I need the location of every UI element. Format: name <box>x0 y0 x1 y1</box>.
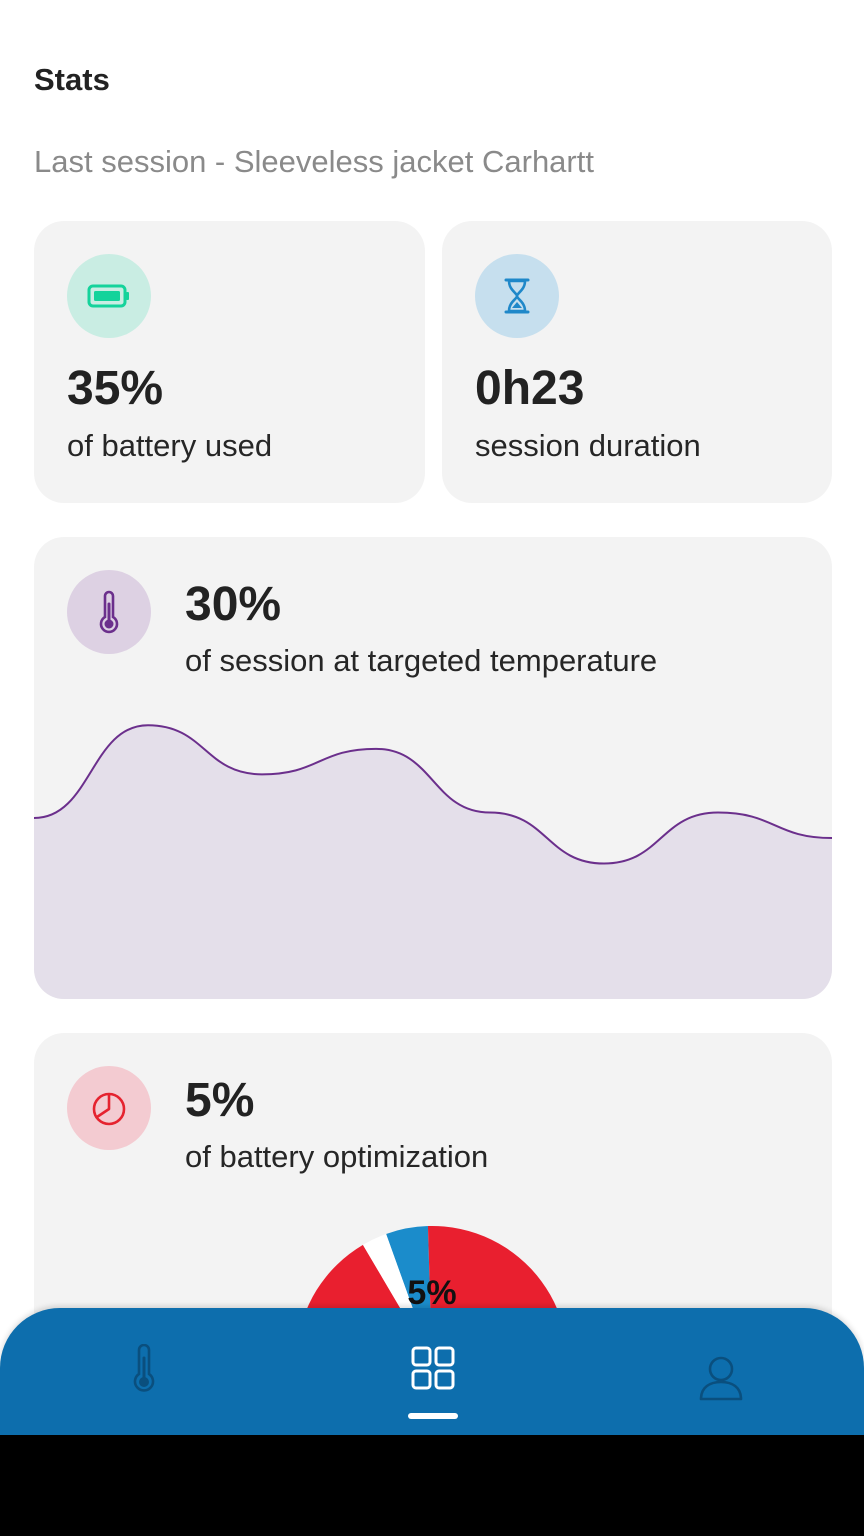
pie-chart-icon <box>67 1066 151 1150</box>
battery-optimization-caption: of battery optimization <box>185 1139 489 1174</box>
thermometer-icon <box>67 570 151 654</box>
session-duration-value: 0h23 <box>475 362 585 415</box>
targeted-temperature-card: 30% of session at targeted temperature <box>34 537 832 999</box>
stats-screen: Stats Last session - Sleeveless jacket C… <box>0 0 864 1435</box>
nav-dashboard-button[interactable] <box>401 1336 465 1400</box>
temperature-area-fill <box>34 725 832 999</box>
hourglass-icon <box>475 254 559 338</box>
session-duration-card: 0h23 session duration <box>442 221 832 503</box>
user-icon <box>699 1356 743 1401</box>
dashboard-grid-icon <box>411 1346 455 1390</box>
targeted-temperature-caption: of session at targeted temperature <box>185 643 658 678</box>
battery-used-caption: of battery used <box>67 428 273 463</box>
battery-icon <box>67 254 151 338</box>
nav-active-indicator <box>408 1413 458 1419</box>
battery-optimization-value: 5% <box>185 1074 255 1127</box>
temperature-area-line <box>34 724 832 865</box>
battery-used-card: 35% of battery used <box>34 221 425 503</box>
nav-temperature-button[interactable] <box>112 1336 176 1400</box>
page-title: Stats <box>34 62 110 97</box>
pie-data-label: 5% <box>407 1274 457 1312</box>
nav-profile-button[interactable] <box>689 1346 753 1410</box>
page-subtitle: Last session - Sleeveless jacket Carhart… <box>34 144 594 179</box>
thermometer-icon <box>133 1344 155 1392</box>
targeted-temperature-value: 30% <box>185 578 282 631</box>
session-duration-caption: session duration <box>475 428 701 463</box>
battery-used-value: 35% <box>67 362 164 415</box>
bottom-navigation-bar <box>0 1308 864 1435</box>
temperature-area-chart <box>34 724 832 999</box>
